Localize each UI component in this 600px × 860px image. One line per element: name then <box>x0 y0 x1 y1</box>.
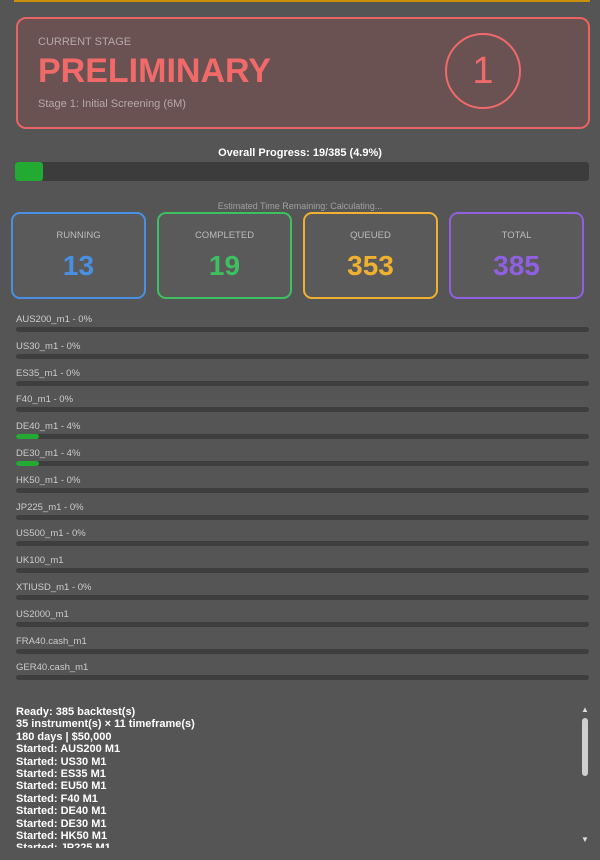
log-line: Started: ES35 M1 <box>16 768 106 781</box>
instrument-label: AUS200_m1 - 0% <box>16 314 93 325</box>
instrument-label: FRA40.cash_m1 <box>16 635 87 647</box>
instrument-track <box>16 353 589 359</box>
instrument-label: GER40.cash_m1 <box>16 662 89 674</box>
log-line: Started: EU50 M1 <box>16 780 107 793</box>
instrument-label: HK50_m1 - 0% <box>16 474 81 486</box>
log-line: Started: F40 M1 <box>16 792 98 805</box>
log-line: 180 days | $50,000 <box>16 730 112 743</box>
top-accent <box>14 0 590 2</box>
instrument-label: JP225_m1 - 0% <box>16 501 84 513</box>
stage-card: CURRENT STAGE PRELIMINARY Stage 1: Initi… <box>16 17 590 129</box>
instrument-progress <box>16 434 39 440</box>
log-line: Started: JP225 M1 <box>16 842 576 848</box>
stat-label: RUNNING <box>56 230 101 241</box>
instrument-track <box>16 675 589 681</box>
stat-card: COMPLETED 19 <box>157 212 292 299</box>
stat-value: 13 <box>62 250 95 281</box>
stage-name: PRELIMINARY <box>38 52 271 90</box>
stat-card: QUEUED 353 <box>303 212 438 299</box>
scroll-up[interactable]: ▲ <box>581 705 589 714</box>
instrument-label: DE30_m1 - 4% <box>16 448 81 459</box>
instrument-track <box>16 327 589 332</box>
instrument-label: UK100_m1 <box>16 555 64 567</box>
instrument-label: DE40_m1 - 4% <box>16 421 81 433</box>
stat-label: QUEUED <box>350 230 391 241</box>
stage-kicker: CURRENT STAGE <box>38 36 132 48</box>
instrument-track <box>16 461 589 466</box>
instrument-label: US30_m1 - 0% <box>16 340 81 352</box>
stat-label: COMPLETED <box>194 230 255 241</box>
scroll-thumb[interactable] <box>582 718 588 776</box>
instrument-track <box>16 595 589 600</box>
instrument-progress <box>16 461 39 466</box>
instrument-track <box>16 621 589 627</box>
stat-value: 385 <box>493 250 540 281</box>
overall-progress-fill <box>15 162 44 181</box>
instrument-label: ES35_m1 - 0% <box>16 367 80 379</box>
instrument-track <box>16 568 589 574</box>
log-line: Ready: 385 backtest(s) <box>16 706 136 718</box>
stage-description: Stage 1: Initial Screening (6M) <box>38 98 186 110</box>
instrument-track <box>16 407 589 413</box>
instrument-track <box>16 648 589 654</box>
instrument-label: US2000_m1 <box>16 608 69 620</box>
stat-label: TOTAL <box>501 230 532 241</box>
instrument-label: XTIUSD_m1 - 0% <box>16 582 92 593</box>
log-line: Started: DE30 M1 <box>16 817 107 830</box>
instrument-label: US500_m1 - 0% <box>16 528 86 540</box>
log-line: 35 instrument(s) × 11 timeframe(s) <box>16 718 195 731</box>
stat-card: TOTAL 385 <box>449 212 584 299</box>
eta: Estimated Time Remaining: Calculating... <box>217 201 383 211</box>
log-line: Started: DE40 M1 <box>16 805 107 818</box>
instrument-track <box>16 487 589 493</box>
log-line: Started: AUS200 M1 <box>16 743 121 756</box>
instrument-label: F40_m1 - 0% <box>16 394 74 406</box>
instrument-track <box>16 380 589 386</box>
log-line: Started: HK50 M1 <box>16 830 108 843</box>
stage-number: 1 <box>445 33 521 109</box>
stat-value: 353 <box>347 250 394 281</box>
overall-progress-track <box>15 162 589 181</box>
instrument-track <box>16 541 589 547</box>
stat-value: 19 <box>208 250 241 281</box>
instrument-track <box>16 434 589 440</box>
log: Ready: 385 backtest(s) 35 instrument(s) ×… <box>16 706 576 848</box>
scroll-down[interactable]: ▼ <box>581 835 589 844</box>
instrument-track <box>16 514 589 520</box>
overall-progress-label: Overall Progress: 19/385 (4.9%) <box>218 147 382 159</box>
log-line: Started: US30 M1 <box>16 755 107 768</box>
stat-card: RUNNING 13 <box>11 212 146 299</box>
